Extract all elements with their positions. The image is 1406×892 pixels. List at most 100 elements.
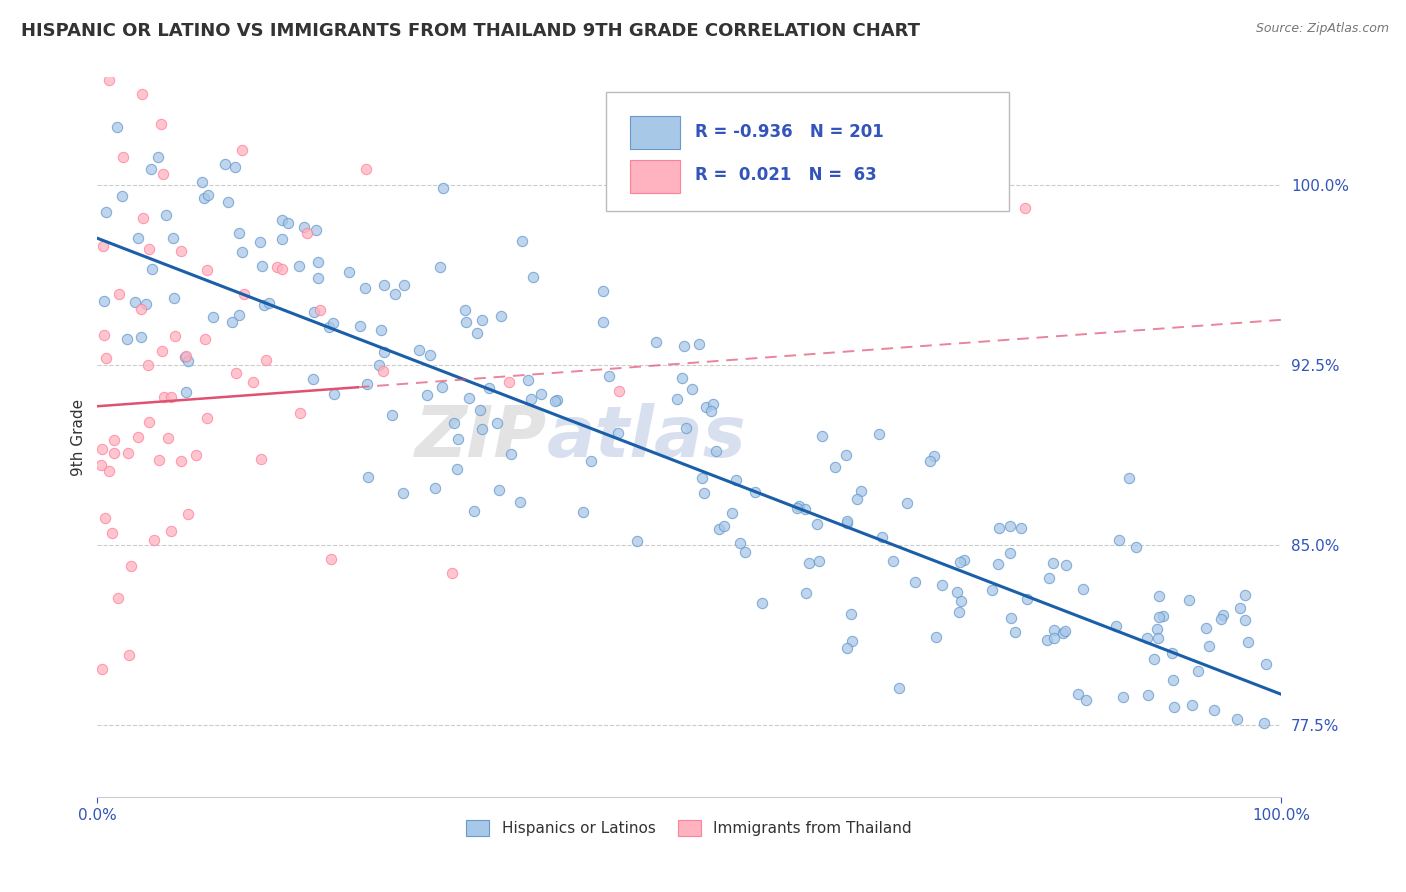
Point	[707, 522, 730, 536]
Point	[1226, 713, 1249, 727]
Point	[1118, 471, 1140, 485]
Point	[432, 180, 454, 194]
Point	[231, 144, 253, 158]
Legend: Hispanics or Latinos, Immigrants from Thailand: Hispanics or Latinos, Immigrants from Th…	[458, 813, 920, 844]
Point	[728, 536, 751, 550]
Point	[870, 530, 893, 544]
Point	[465, 326, 488, 340]
Point	[217, 195, 239, 210]
Point	[1143, 652, 1166, 666]
Point	[889, 681, 911, 695]
Point	[447, 433, 470, 447]
Point	[839, 607, 862, 622]
Point	[127, 231, 149, 245]
Point	[509, 495, 531, 509]
Point	[1125, 540, 1147, 554]
Point	[271, 232, 294, 246]
Point	[751, 595, 773, 609]
Point	[1181, 698, 1204, 712]
Point	[322, 317, 344, 331]
Point	[242, 375, 264, 389]
Point	[155, 208, 177, 222]
Point	[337, 265, 360, 279]
Point	[522, 270, 544, 285]
Point	[162, 230, 184, 244]
Point	[408, 343, 430, 358]
Point	[1234, 588, 1257, 602]
Point	[1010, 521, 1032, 535]
Point	[290, 406, 312, 420]
Point	[194, 333, 217, 347]
Point	[373, 344, 395, 359]
Point	[135, 297, 157, 311]
Point	[304, 305, 326, 319]
Point	[1042, 556, 1064, 570]
Point	[1108, 533, 1130, 548]
Point	[224, 160, 246, 174]
Point	[1187, 664, 1209, 678]
Point	[90, 442, 112, 457]
Point	[150, 344, 173, 359]
Point	[129, 330, 152, 344]
Point	[478, 381, 501, 395]
Point	[156, 431, 179, 445]
Point	[1209, 612, 1232, 626]
Point	[546, 392, 568, 407]
Point	[471, 422, 494, 436]
Point	[1000, 611, 1022, 625]
Point	[807, 554, 830, 568]
Point	[463, 504, 485, 518]
Point	[953, 553, 976, 567]
Point	[228, 308, 250, 322]
Point	[319, 551, 342, 566]
Point	[159, 524, 181, 539]
Point	[193, 191, 215, 205]
Point	[91, 239, 114, 253]
Point	[292, 219, 315, 234]
Point	[93, 328, 115, 343]
Point	[498, 376, 520, 390]
Point	[305, 222, 328, 236]
Point	[695, 400, 717, 414]
Point	[195, 411, 218, 425]
Point	[882, 554, 904, 568]
Point	[288, 259, 311, 273]
Point	[1053, 624, 1076, 639]
Point	[1015, 591, 1038, 606]
Point	[835, 514, 858, 528]
Point	[1234, 613, 1257, 627]
Point	[810, 429, 832, 443]
Point	[271, 261, 294, 276]
Point	[1147, 632, 1170, 646]
Point	[1071, 582, 1094, 597]
Point	[103, 446, 125, 460]
Point	[931, 578, 953, 592]
Point	[950, 594, 973, 608]
Point	[148, 150, 170, 164]
Point	[423, 481, 446, 495]
Point	[429, 260, 451, 274]
Point	[430, 380, 453, 394]
Point	[160, 391, 183, 405]
Point	[592, 284, 614, 298]
Point	[163, 329, 186, 343]
Point	[138, 242, 160, 256]
Point	[837, 516, 859, 530]
Point	[132, 211, 155, 226]
Point	[1149, 589, 1171, 603]
Point	[184, 448, 207, 462]
Point	[354, 161, 377, 176]
Point	[488, 483, 510, 497]
Point	[544, 393, 567, 408]
Point	[228, 227, 250, 241]
FancyBboxPatch shape	[606, 92, 1010, 211]
Point	[440, 566, 463, 581]
Point	[94, 351, 117, 366]
Point	[357, 469, 380, 483]
Point	[516, 373, 538, 387]
Point	[837, 640, 859, 655]
Point	[384, 287, 406, 301]
Y-axis label: 9th Grade: 9th Grade	[72, 399, 86, 476]
Point	[744, 484, 766, 499]
Point	[127, 430, 149, 444]
